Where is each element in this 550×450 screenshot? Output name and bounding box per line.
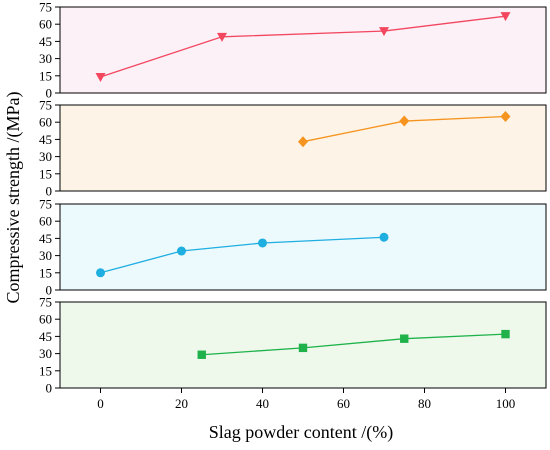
xtick-label: 60 (337, 396, 350, 411)
panel-4-ytick-label: 0 (46, 381, 53, 396)
panel-4-point (197, 350, 206, 359)
panel-3-series-line (100, 236, 385, 274)
panel-1-ytick-label: 30 (39, 51, 52, 66)
panel-4-point (400, 334, 409, 343)
panel-1-point (379, 27, 389, 37)
xtick-label: 100 (496, 396, 516, 411)
panel-3-background (59, 203, 547, 291)
panel-2-background (59, 104, 547, 192)
panel-3-ytick-label: 15 (39, 265, 52, 280)
panel-4-ytick-label: 45 (39, 329, 52, 344)
panel-2-ytick-label: 0 (46, 184, 53, 199)
xtick-label: 80 (418, 396, 431, 411)
panel-4-series-line (201, 333, 506, 356)
panel-2-point (500, 110, 511, 122)
panel-2-ytick-label: 30 (39, 149, 52, 164)
panel-2-ytick-label: 75 (39, 98, 52, 113)
panel-3-point (379, 232, 389, 242)
panel-1-point (95, 72, 106, 82)
panel-1-point (217, 32, 227, 42)
panel-3-point (177, 246, 186, 256)
panel-1-ytick-label: 0 (46, 86, 53, 101)
y-axis-title: Compressive strength /(MPa) (3, 92, 24, 304)
panel-1-point (500, 12, 511, 22)
xtick-label: 20 (175, 396, 188, 411)
panel-1-ytick-label: 15 (39, 68, 52, 83)
panel-1-ytick-label: 45 (39, 34, 52, 49)
panel-3-point (258, 238, 267, 248)
panel-3-ytick-label: 30 (39, 248, 52, 263)
panel-2-ytick-label: 15 (39, 166, 52, 181)
panel-2-point (399, 115, 410, 127)
panel-3-ytick-label: 0 (46, 283, 53, 298)
panel-4-ytick-label: 60 (39, 312, 52, 327)
panel-2-ytick-label: 45 (39, 132, 52, 147)
panel-4-ytick-label: 75 (39, 295, 52, 310)
x-axis-title: Slag powder content /(%) (209, 422, 393, 443)
panel-4-point (501, 329, 510, 339)
panel-4-point (298, 343, 308, 353)
panel-2-point (298, 136, 308, 148)
xtick-label: 40 (256, 396, 269, 411)
xtick-label: 0 (97, 396, 104, 411)
panel-3-point (96, 268, 105, 278)
panel-1-ytick-label: 60 (39, 17, 52, 32)
panel-1-ytick-label: 75 (39, 0, 52, 15)
panel-3-ytick-label: 60 (39, 214, 52, 229)
panel-3-ytick-label: 75 (39, 197, 52, 212)
panel-3-ytick-label: 45 (39, 231, 52, 246)
panel-1-series-line (100, 15, 506, 78)
panel-2-ytick-label: 60 (39, 115, 52, 130)
panel-4-ytick-label: 30 (39, 346, 52, 361)
panel-4-ytick-label: 15 (39, 363, 52, 378)
